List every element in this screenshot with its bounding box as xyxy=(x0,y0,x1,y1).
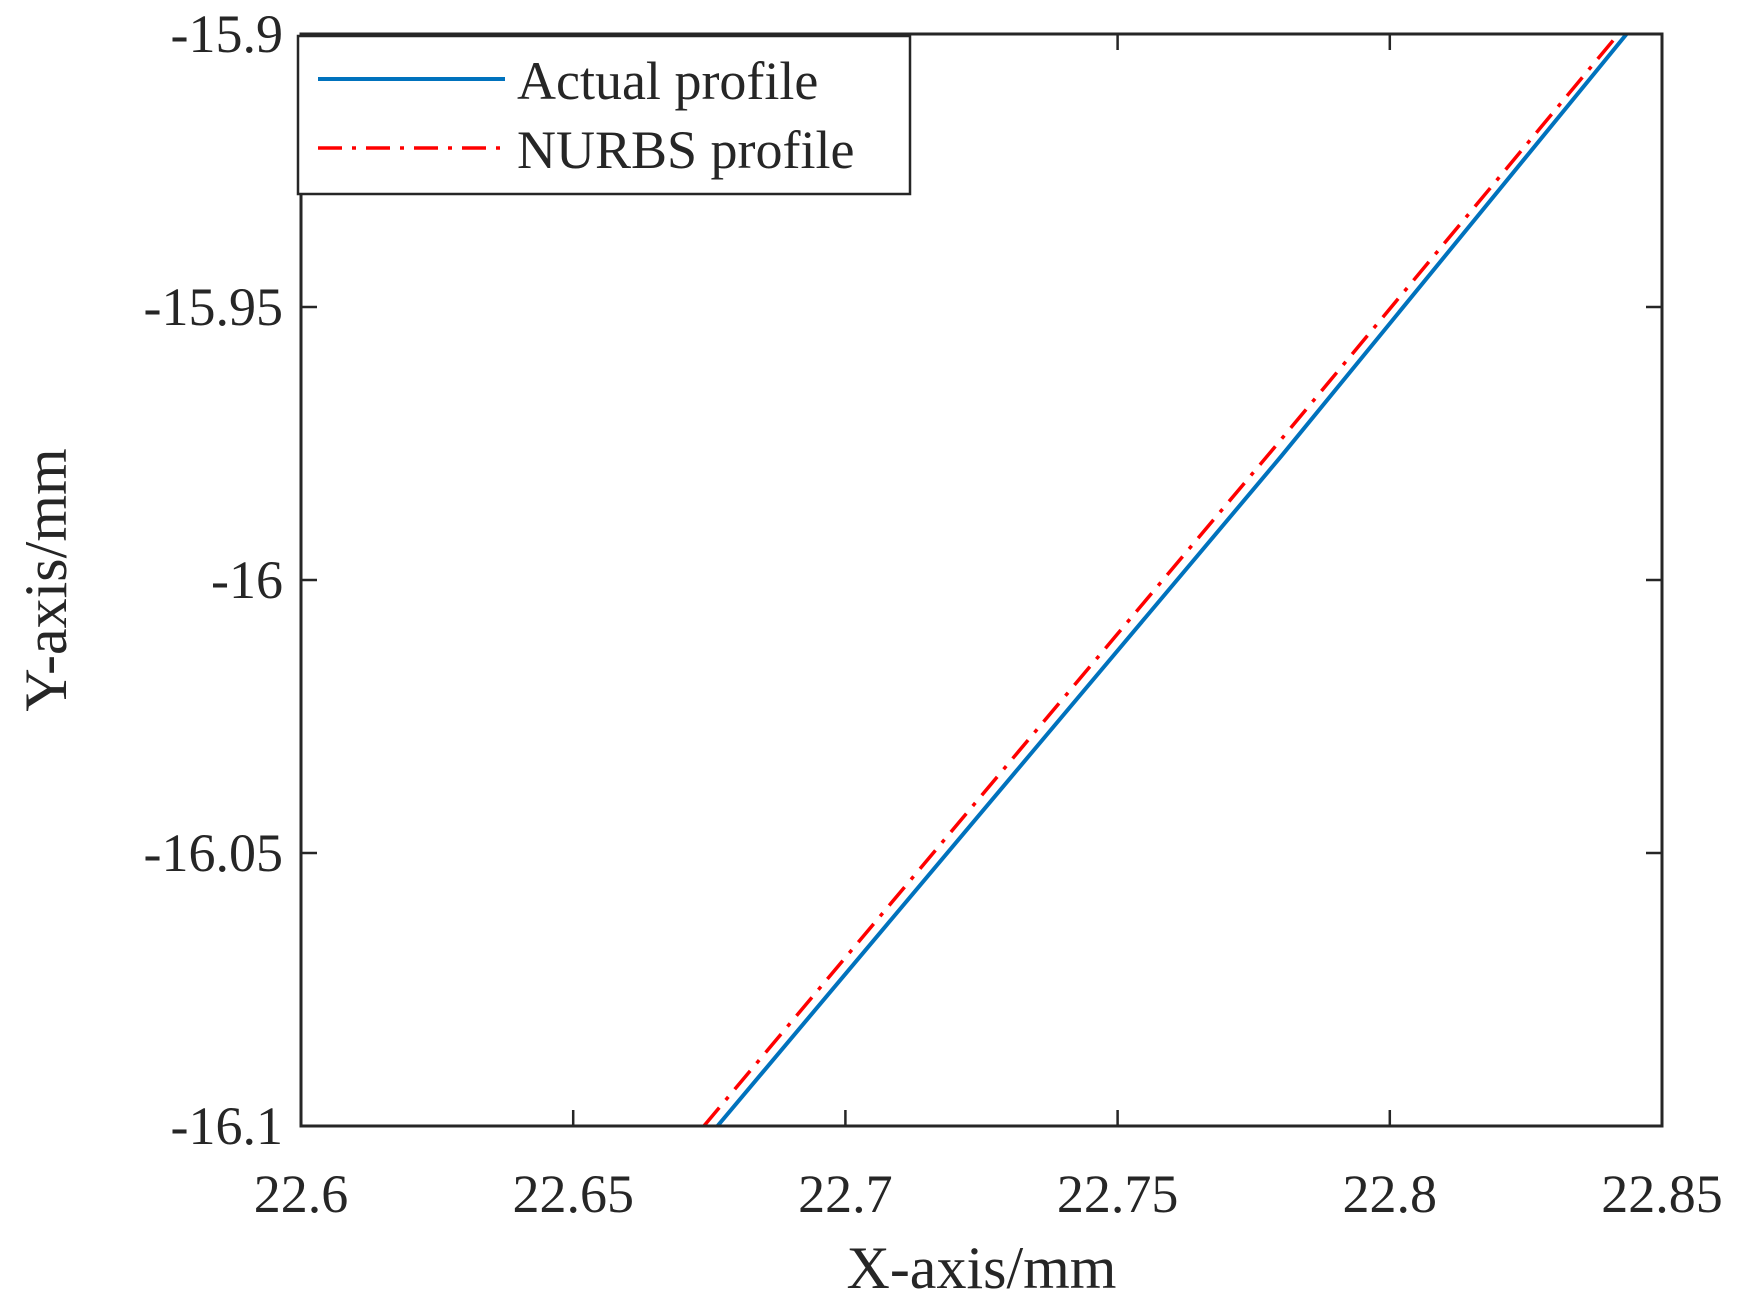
x-tick-label: 22.65 xyxy=(512,1164,634,1224)
y-tick-label: -15.9 xyxy=(171,4,283,64)
y-tick-label: -16.05 xyxy=(144,823,283,883)
x-tick-label: 22.8 xyxy=(1343,1164,1438,1224)
x-tick-label: 22.75 xyxy=(1057,1164,1179,1224)
y-axis-label: Y-axis/mm xyxy=(13,448,79,711)
legend-label-nurbs-profile: NURBS profile xyxy=(517,120,855,180)
series-line-nurbs-profile xyxy=(702,34,1620,1126)
ticks-layer: 22.6 22.65 22.7 22.75 22.8 22.85 -15.9 -15.95 -1… xyxy=(144,4,1723,1224)
series-layer xyxy=(702,34,1629,1126)
x-tick-label: 22.85 xyxy=(1601,1164,1723,1224)
legend-label-actual-profile: Actual profile xyxy=(517,51,818,111)
y-tick-label: -16 xyxy=(211,550,283,610)
y-tick-label: -16.1 xyxy=(171,1096,283,1156)
legend-box xyxy=(296,34,912,196)
x-tick-label: 22.7 xyxy=(798,1164,893,1224)
plot-area xyxy=(301,34,1662,1126)
y-tick-label: -15.95 xyxy=(144,277,283,337)
x-axis-label: X-axis/mm xyxy=(847,1235,1117,1291)
x-tick-label: 22.6 xyxy=(254,1164,349,1224)
series-line-actual-profile xyxy=(715,34,1629,1126)
plot-frame xyxy=(299,32,1664,1128)
legend: Actual profile NURBS profile xyxy=(296,34,912,196)
